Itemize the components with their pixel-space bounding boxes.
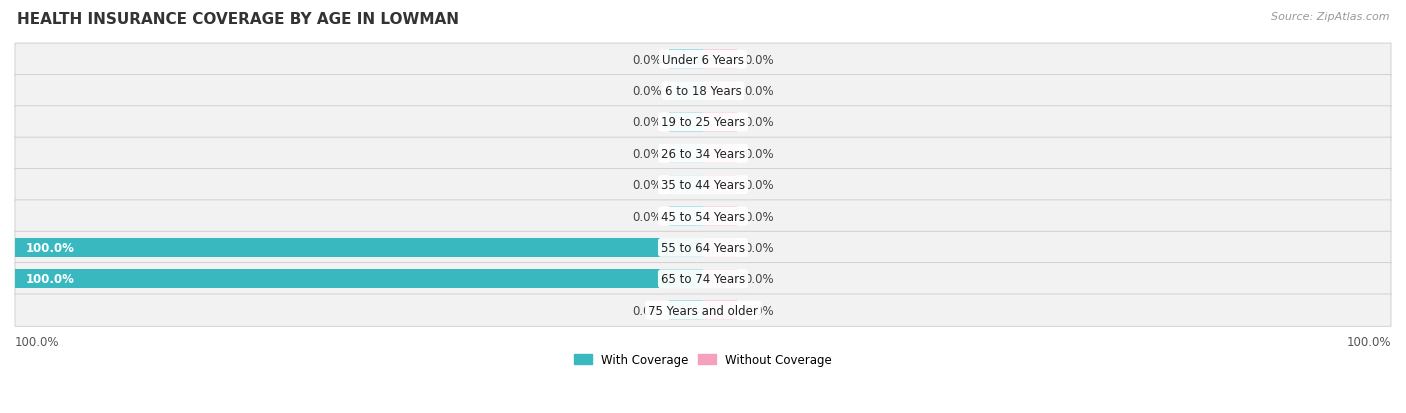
Text: 100.0%: 100.0% (25, 273, 75, 285)
Bar (703, 50, 737, 70)
Text: 0.0%: 0.0% (744, 54, 773, 66)
Bar (669, 50, 703, 70)
Text: 0.0%: 0.0% (744, 241, 773, 254)
Text: Source: ZipAtlas.com: Source: ZipAtlas.com (1271, 12, 1389, 22)
Bar (703, 144, 737, 164)
Bar (669, 144, 703, 164)
Legend: With Coverage, Without Coverage: With Coverage, Without Coverage (569, 349, 837, 371)
FancyBboxPatch shape (15, 138, 1391, 170)
Bar (703, 301, 737, 320)
Text: 75 Years and older: 75 Years and older (648, 304, 758, 317)
Text: 0.0%: 0.0% (633, 179, 662, 192)
Text: 0.0%: 0.0% (633, 210, 662, 223)
Text: 26 to 34 Years: 26 to 34 Years (661, 147, 745, 160)
Text: 100.0%: 100.0% (25, 241, 75, 254)
Text: 35 to 44 Years: 35 to 44 Years (661, 179, 745, 192)
FancyBboxPatch shape (15, 44, 1391, 76)
Text: 0.0%: 0.0% (633, 147, 662, 160)
Text: 45 to 54 Years: 45 to 54 Years (661, 210, 745, 223)
Text: 0.0%: 0.0% (744, 85, 773, 98)
Text: 0.0%: 0.0% (633, 116, 662, 129)
Bar (15, 269, 703, 289)
Text: 0.0%: 0.0% (744, 210, 773, 223)
Text: 0.0%: 0.0% (633, 85, 662, 98)
Text: 100.0%: 100.0% (15, 335, 59, 349)
Bar (669, 176, 703, 195)
Text: 0.0%: 0.0% (744, 179, 773, 192)
Text: 0.0%: 0.0% (633, 54, 662, 66)
Text: 0.0%: 0.0% (744, 147, 773, 160)
Bar (15, 238, 703, 257)
FancyBboxPatch shape (15, 200, 1391, 233)
Bar (703, 238, 737, 257)
Text: Under 6 Years: Under 6 Years (662, 54, 744, 66)
Bar (703, 207, 737, 226)
Text: 100.0%: 100.0% (1347, 335, 1391, 349)
Bar (669, 207, 703, 226)
FancyBboxPatch shape (15, 263, 1391, 295)
FancyBboxPatch shape (15, 75, 1391, 107)
Text: HEALTH INSURANCE COVERAGE BY AGE IN LOWMAN: HEALTH INSURANCE COVERAGE BY AGE IN LOWM… (17, 12, 458, 27)
FancyBboxPatch shape (15, 169, 1391, 201)
Bar (703, 82, 737, 101)
Text: 0.0%: 0.0% (744, 304, 773, 317)
Text: 0.0%: 0.0% (633, 304, 662, 317)
Bar (669, 113, 703, 132)
Bar (703, 113, 737, 132)
Bar (669, 301, 703, 320)
FancyBboxPatch shape (15, 232, 1391, 264)
Bar (703, 176, 737, 195)
Bar (669, 82, 703, 101)
Text: 0.0%: 0.0% (744, 116, 773, 129)
Text: 0.0%: 0.0% (744, 273, 773, 285)
Bar (703, 269, 737, 289)
Text: 65 to 74 Years: 65 to 74 Years (661, 273, 745, 285)
FancyBboxPatch shape (15, 107, 1391, 139)
Text: 6 to 18 Years: 6 to 18 Years (665, 85, 741, 98)
Text: 55 to 64 Years: 55 to 64 Years (661, 241, 745, 254)
FancyBboxPatch shape (15, 294, 1391, 327)
Text: 19 to 25 Years: 19 to 25 Years (661, 116, 745, 129)
